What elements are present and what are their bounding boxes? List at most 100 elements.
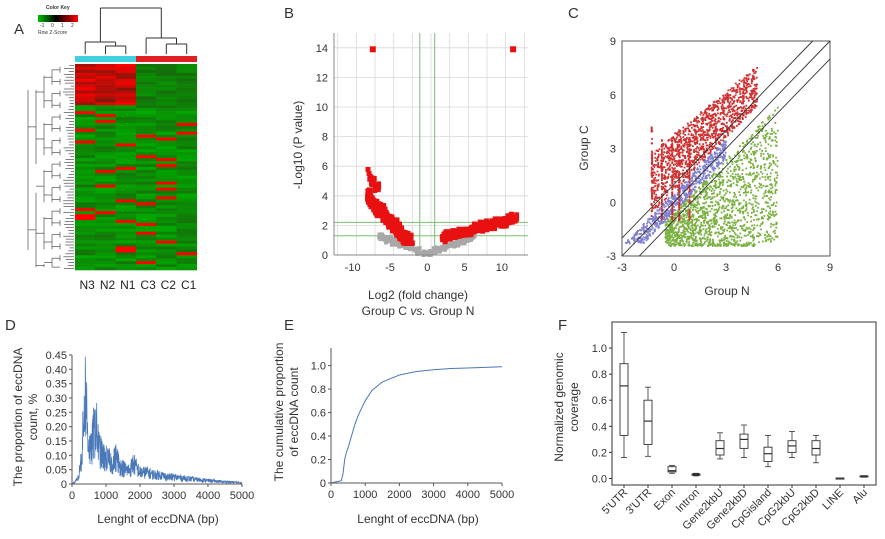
up-point	[724, 130, 727, 133]
down-point	[706, 236, 709, 239]
down-point	[666, 231, 669, 234]
down-point	[714, 245, 717, 247]
down-point	[765, 201, 768, 203]
heatmap-cell	[156, 172, 177, 177]
heatmap-cell	[75, 149, 96, 153]
up-point	[728, 119, 731, 122]
down-point	[758, 125, 761, 128]
unchanged-point	[672, 202, 675, 205]
down-point	[672, 236, 675, 239]
up-point	[702, 147, 704, 149]
down-point	[709, 201, 712, 204]
unchanged-point	[680, 185, 683, 188]
down-point	[669, 241, 671, 244]
down-point	[767, 177, 769, 180]
down-point	[696, 204, 698, 207]
down-point	[743, 150, 745, 153]
up-point	[686, 173, 688, 176]
down-point	[687, 220, 689, 223]
unchanged-point	[666, 217, 668, 220]
down-point	[735, 177, 738, 180]
down-point	[718, 239, 721, 242]
down-point	[731, 200, 733, 203]
down-point	[714, 182, 717, 184]
nonsignificant-point	[400, 244, 405, 249]
down-point	[746, 155, 749, 158]
down-point	[690, 232, 693, 235]
down-point	[668, 233, 671, 235]
heatmap-cell	[176, 234, 198, 238]
down-point	[755, 195, 758, 198]
down-point	[737, 173, 739, 176]
down-point	[700, 221, 703, 224]
down-point	[767, 191, 770, 193]
down-point	[774, 205, 777, 207]
heatmap-cell	[75, 225, 96, 230]
up-point	[671, 170, 674, 173]
up-point	[666, 152, 668, 154]
down-point	[752, 197, 755, 200]
down-point	[759, 233, 761, 236]
significant-point	[464, 228, 470, 234]
down-point	[768, 137, 771, 140]
up-point	[756, 83, 758, 86]
up-point	[739, 93, 742, 95]
heatmap-cell	[95, 78, 116, 82]
up-point	[742, 81, 745, 84]
down-point	[754, 197, 757, 200]
down-point	[681, 221, 684, 224]
up-point	[657, 163, 659, 166]
heatmap-cell	[176, 114, 198, 118]
down-point	[719, 199, 722, 202]
down-point	[685, 203, 688, 205]
down-point	[732, 235, 735, 238]
up-point	[653, 190, 656, 192]
up-point	[671, 161, 674, 164]
up-point	[715, 105, 718, 108]
down-point	[668, 239, 670, 241]
up-point	[682, 176, 684, 178]
up-point	[696, 142, 699, 144]
up-point	[722, 136, 725, 139]
up-point	[715, 138, 718, 141]
heatmap-cell	[176, 75, 198, 80]
up-point	[690, 163, 693, 166]
up-point	[677, 134, 679, 137]
heatmap-cell	[156, 64, 177, 68]
down-point	[697, 231, 700, 234]
down-point	[744, 230, 746, 232]
up-point	[719, 142, 721, 145]
unchanged-point	[648, 218, 651, 221]
up-point	[653, 182, 655, 184]
color-key-gradient	[38, 15, 78, 22]
unchanged-point	[635, 238, 638, 240]
heatmap-cell	[156, 178, 177, 183]
up-point	[693, 139, 696, 142]
up-point	[693, 159, 696, 162]
down-point	[774, 210, 777, 213]
up-point	[686, 136, 688, 139]
down-point	[714, 220, 716, 222]
unchanged-point	[716, 148, 719, 151]
down-point	[733, 219, 736, 222]
up-point	[730, 114, 733, 117]
up-point	[661, 216, 663, 218]
up-point	[739, 113, 742, 115]
up-point	[697, 153, 700, 156]
down-point	[732, 199, 734, 202]
down-point	[708, 227, 711, 230]
heatmap-cell	[115, 264, 137, 268]
heatmap-cell	[95, 119, 116, 124]
up-point	[738, 79, 741, 82]
y-tick-label: 12	[316, 72, 328, 84]
up-point	[658, 166, 661, 168]
down-point	[712, 172, 715, 175]
heatmap-cell	[115, 243, 137, 247]
heatmap-cell	[156, 146, 177, 150]
down-point	[753, 144, 756, 147]
up-point	[724, 98, 727, 101]
heatmap-cell	[75, 255, 96, 259]
up-point	[666, 164, 669, 166]
significant-point	[366, 194, 372, 200]
heatmap-cell	[176, 140, 198, 144]
